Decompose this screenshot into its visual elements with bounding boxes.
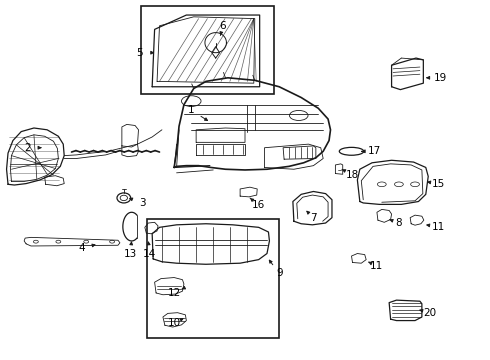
Bar	[147, 220, 279, 338]
Text: 5: 5	[137, 48, 143, 58]
Text: 10: 10	[168, 319, 181, 328]
Text: 7: 7	[310, 213, 317, 222]
Text: 11: 11	[370, 261, 384, 271]
Text: 14: 14	[143, 248, 156, 258]
Text: 11: 11	[431, 222, 444, 231]
Text: 9: 9	[276, 268, 283, 278]
Text: 12: 12	[168, 288, 181, 298]
Text: 6: 6	[220, 21, 226, 31]
Text: 4: 4	[78, 243, 85, 253]
Text: 16: 16	[252, 200, 265, 210]
Text: 18: 18	[346, 170, 359, 180]
Text: 8: 8	[395, 218, 402, 228]
Text: 13: 13	[123, 248, 137, 258]
Text: 15: 15	[431, 179, 444, 189]
Text: 2: 2	[24, 143, 31, 153]
Text: 1: 1	[188, 105, 195, 115]
Text: 19: 19	[434, 73, 447, 83]
Bar	[141, 6, 274, 94]
Text: 17: 17	[368, 146, 381, 156]
Text: 3: 3	[139, 198, 146, 208]
Text: 20: 20	[423, 308, 436, 318]
